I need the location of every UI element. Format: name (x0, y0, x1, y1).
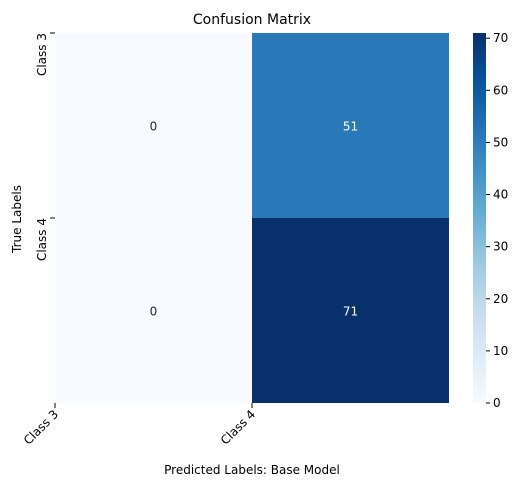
colorbar (473, 33, 486, 403)
y-axis-label: True Labels (10, 185, 24, 254)
cell-value-label: 51 (343, 120, 358, 134)
y-axis: Class 3 Class 4 (35, 32, 55, 261)
chart-title: Confusion Matrix (193, 12, 311, 28)
cell-value-label: 0 (150, 305, 158, 319)
colorbar-tick-label: 20 (493, 292, 508, 306)
y-tick-label: Class 3 (35, 33, 49, 76)
colorbar-tick-label: 70 (493, 31, 508, 45)
x-tick-label: Class 4 (218, 407, 258, 447)
heatmap-cell (55, 33, 252, 218)
x-axis-label: Predicted Labels: Base Model (164, 463, 340, 477)
x-axis: Class 3 Class 4 (21, 403, 258, 448)
colorbar-tick-label: 50 (493, 135, 508, 149)
x-tick-label: Class 3 (21, 407, 61, 447)
heatmap-cell (252, 33, 449, 218)
colorbar-tick-label: 30 (493, 240, 508, 254)
colorbar-tick-label: 10 (493, 344, 508, 358)
colorbar-tick-label: 60 (493, 83, 508, 97)
colorbar-ticks: 0 10 20 30 40 50 60 70 (486, 31, 508, 410)
y-tick-label: Class 4 (35, 218, 49, 261)
heatmap-cells: 0 51 0 71 (55, 33, 449, 403)
heatmap-cell (55, 218, 252, 403)
colorbar-tick-label: 0 (493, 396, 501, 410)
cell-value-label: 71 (343, 305, 358, 319)
heatmap-cell (252, 218, 449, 403)
cell-value-label: 0 (150, 120, 158, 134)
colorbar-tick-label: 40 (493, 188, 508, 202)
